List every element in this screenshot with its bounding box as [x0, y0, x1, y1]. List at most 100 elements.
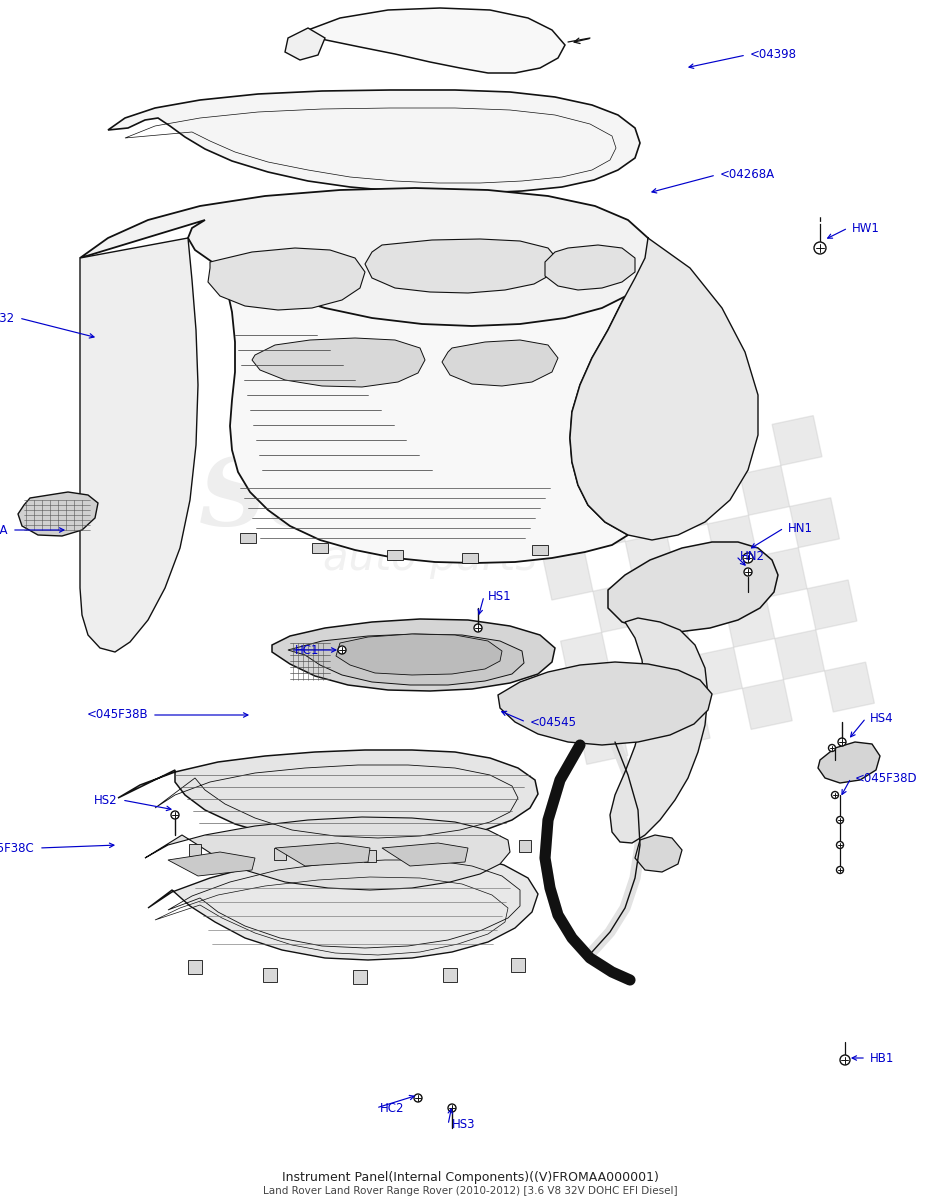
- Polygon shape: [285, 28, 325, 60]
- Polygon shape: [570, 238, 758, 540]
- Bar: [611, 665, 661, 714]
- Text: HC1: HC1: [295, 643, 320, 656]
- Circle shape: [837, 841, 843, 848]
- Polygon shape: [382, 842, 468, 866]
- Polygon shape: [353, 970, 367, 984]
- Polygon shape: [498, 662, 712, 745]
- Polygon shape: [189, 844, 201, 856]
- Text: <04398: <04398: [750, 48, 797, 61]
- Polygon shape: [168, 852, 255, 876]
- Bar: [543, 551, 593, 600]
- Bar: [789, 498, 839, 547]
- Circle shape: [338, 646, 346, 654]
- Polygon shape: [80, 188, 652, 326]
- Polygon shape: [274, 848, 286, 860]
- Polygon shape: [145, 817, 510, 890]
- Text: HN2: HN2: [740, 550, 765, 563]
- Bar: [758, 547, 807, 598]
- Polygon shape: [118, 750, 538, 844]
- Polygon shape: [80, 238, 198, 652]
- Polygon shape: [635, 835, 682, 872]
- Bar: [773, 415, 821, 466]
- Circle shape: [838, 738, 846, 746]
- Polygon shape: [387, 550, 403, 560]
- Bar: [774, 630, 824, 679]
- Polygon shape: [462, 553, 478, 563]
- Polygon shape: [108, 90, 640, 193]
- Polygon shape: [443, 968, 457, 982]
- Bar: [693, 647, 742, 697]
- Polygon shape: [18, 492, 98, 536]
- Polygon shape: [252, 338, 425, 386]
- Text: <045F38C: <045F38C: [0, 841, 35, 854]
- Polygon shape: [545, 245, 635, 290]
- Bar: [690, 433, 740, 482]
- Bar: [625, 533, 675, 582]
- Circle shape: [474, 624, 482, 632]
- Text: HN1: HN1: [788, 522, 813, 534]
- Circle shape: [414, 1094, 422, 1102]
- Text: <045F38D: <045F38D: [855, 772, 917, 785]
- Bar: [725, 598, 774, 647]
- Polygon shape: [608, 542, 778, 632]
- Text: <04268A: <04268A: [720, 168, 775, 181]
- Polygon shape: [818, 742, 880, 782]
- Polygon shape: [188, 238, 648, 563]
- Circle shape: [837, 816, 843, 823]
- Bar: [658, 482, 708, 533]
- Circle shape: [814, 242, 826, 254]
- Text: <04545: <04545: [530, 715, 577, 728]
- Bar: [661, 697, 710, 746]
- Text: <021A32: <021A32: [0, 312, 15, 324]
- Text: <045F38A: <045F38A: [0, 523, 8, 536]
- Bar: [526, 468, 576, 518]
- Polygon shape: [148, 850, 538, 960]
- Bar: [708, 515, 758, 565]
- Bar: [608, 450, 658, 500]
- Polygon shape: [336, 634, 502, 674]
- Bar: [807, 580, 857, 630]
- Circle shape: [171, 811, 179, 818]
- Polygon shape: [272, 619, 555, 691]
- Text: Instrument Panel(Internal Components)((V)FROMAA000001): Instrument Panel(Internal Components)((V…: [281, 1171, 659, 1184]
- Polygon shape: [263, 968, 277, 982]
- Text: HW1: HW1: [852, 222, 880, 234]
- Polygon shape: [312, 542, 328, 553]
- Text: Land Rover Land Rover Range Rover (2010-2012) [3.6 V8 32V DOHC EFI Diesel]: Land Rover Land Rover Range Rover (2010-…: [263, 1186, 678, 1196]
- Polygon shape: [308, 8, 565, 73]
- Polygon shape: [365, 239, 558, 293]
- Bar: [576, 500, 625, 551]
- Circle shape: [840, 1055, 850, 1066]
- Polygon shape: [449, 848, 461, 860]
- Circle shape: [448, 1104, 456, 1112]
- Text: HS4: HS4: [870, 712, 894, 725]
- Polygon shape: [532, 545, 548, 554]
- Bar: [742, 679, 792, 730]
- Polygon shape: [275, 842, 370, 866]
- Text: HS3: HS3: [452, 1118, 475, 1132]
- Text: auto parts: auto parts: [323, 538, 537, 578]
- Text: HS1: HS1: [488, 589, 512, 602]
- Polygon shape: [610, 618, 708, 842]
- Bar: [824, 662, 874, 712]
- Text: Soldailia: Soldailia: [199, 455, 662, 545]
- Circle shape: [832, 792, 838, 798]
- Bar: [561, 632, 611, 682]
- Circle shape: [828, 744, 836, 751]
- Text: HB1: HB1: [870, 1051, 894, 1064]
- Bar: [578, 714, 628, 764]
- Polygon shape: [519, 840, 531, 852]
- Circle shape: [837, 866, 843, 874]
- Polygon shape: [188, 960, 202, 974]
- Bar: [593, 582, 643, 632]
- Polygon shape: [288, 634, 524, 685]
- Polygon shape: [208, 248, 365, 310]
- Circle shape: [744, 568, 752, 576]
- Polygon shape: [364, 850, 376, 862]
- Circle shape: [743, 553, 753, 563]
- Text: <045F38B: <045F38B: [87, 708, 148, 721]
- Bar: [643, 614, 693, 665]
- Bar: [675, 565, 725, 614]
- Text: HS2: HS2: [94, 793, 118, 806]
- Polygon shape: [240, 533, 256, 542]
